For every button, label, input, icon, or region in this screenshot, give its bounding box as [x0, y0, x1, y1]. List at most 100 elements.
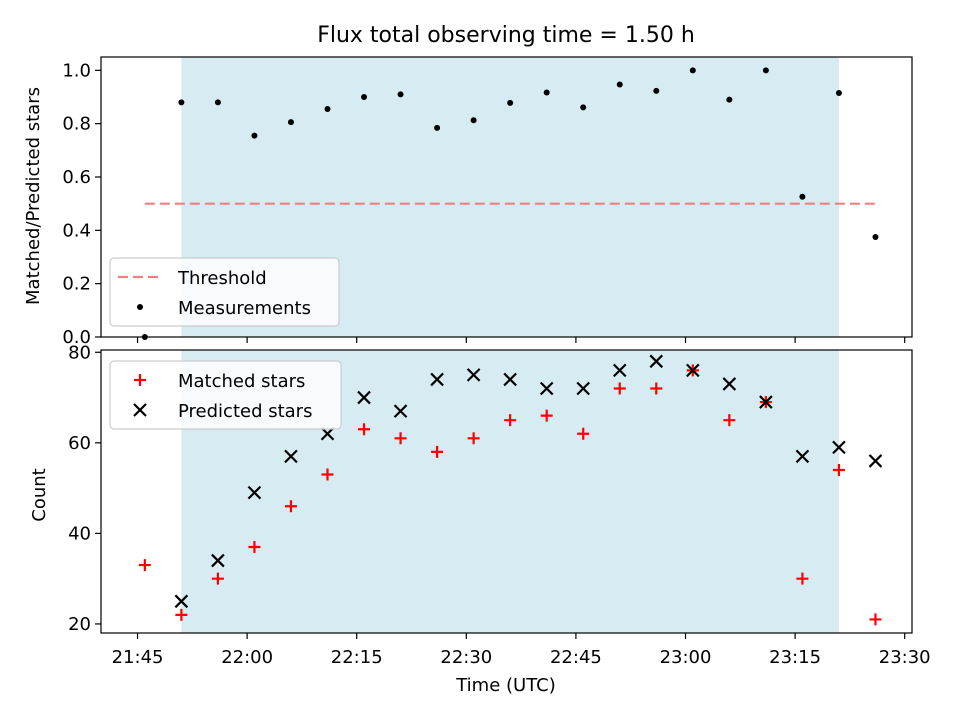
measurement-point [361, 94, 368, 100]
measurement-point [507, 99, 514, 106]
predicted-stars-point [832, 440, 846, 455]
x-tick-label: 23:00 [660, 647, 712, 668]
matched-stars-point [540, 409, 553, 422]
legend-label: Threshold [177, 268, 267, 289]
measurement-point [251, 132, 258, 139]
legend-label: Measurements [178, 298, 311, 319]
predicted-stars-point [357, 390, 371, 405]
predicted-stars-point [284, 449, 298, 464]
matched-stars-point [321, 468, 334, 481]
predicted-stars-point [466, 368, 481, 382]
x-tick-label: 22:15 [331, 647, 383, 668]
legend-predicted-handle [133, 403, 147, 417]
top-y-tick-label: 0.8 [62, 114, 91, 135]
matched-stars-point [577, 427, 590, 440]
chart-title: Flux total observing time = 1.50 h [317, 23, 695, 48]
top-y-tick-label: 0.4 [62, 220, 91, 241]
bottom-axes-frame [100, 349, 913, 634]
measurement-point [178, 99, 185, 106]
predicted-stars-point [503, 372, 517, 387]
predicted-stars-point [795, 449, 810, 464]
bottom-y-tick-label: 20 [68, 614, 91, 635]
matched-stars-point [650, 382, 663, 395]
predicted-stars-point [539, 381, 554, 396]
legend-matched-handle [134, 374, 146, 386]
legend-measurements-handle [137, 304, 143, 310]
top-panel: 0.0 0.2 0.4 0.6 0.8 1.0 Threshold Measurements [62, 56, 913, 348]
x-tick-label: 21:45 [112, 647, 164, 668]
matched-stars-point [211, 572, 224, 585]
matched-stars-point [431, 445, 444, 458]
predicted-stars-point [759, 395, 773, 409]
measurement-point [616, 81, 623, 88]
measurement-point [397, 91, 404, 98]
measurement-point [214, 99, 221, 106]
top-y-axis-label: Matched/Predicted stars [23, 87, 44, 305]
top-axes-frame [100, 56, 913, 338]
matched-stars-point [613, 382, 626, 395]
matched-stars-point [284, 500, 297, 513]
predicted-stars-point [576, 381, 590, 396]
bottom-y-tick-label: 40 [68, 523, 91, 544]
x-tick-label: 23:15 [769, 647, 821, 668]
matched-stars-point [467, 432, 480, 445]
predicted-stars-point [174, 594, 189, 609]
bottom-panel: 20 40 60 80 21:45 22:00 22:15 22:30 22:45 23:00 23… [68, 342, 931, 668]
matched-stars-point [796, 572, 809, 585]
matched-stars-point [358, 423, 371, 436]
bottom-series-1 [138, 364, 882, 626]
top-series-1 [141, 67, 879, 340]
measurement-point [799, 193, 806, 200]
matched-stars-point [175, 608, 188, 621]
measurement-point [762, 67, 769, 74]
measurement-point [835, 90, 842, 96]
matched-stars-point [723, 414, 736, 427]
measurement-point [726, 96, 733, 103]
measurement-point [324, 106, 331, 112]
measurement-point [470, 117, 477, 124]
bottom-y-tick-label: 80 [68, 342, 91, 363]
bottom-series-2 [174, 354, 883, 609]
x-axis-label: Time (UTC) [455, 675, 556, 696]
top-y-tick-label: 0.0 [62, 327, 91, 348]
matched-stars-point [832, 463, 845, 476]
predicted-stars-point [247, 485, 262, 500]
matched-stars-point [869, 613, 882, 626]
bottom-y-tick-label: 60 [68, 433, 91, 454]
top-y-tick-label: 1.0 [62, 60, 91, 81]
predicted-stars-point [649, 354, 664, 369]
predicted-stars-point [686, 363, 700, 378]
measurement-point [543, 89, 550, 96]
predicted-stars-point [868, 454, 883, 468]
matched-stars-point [138, 559, 151, 572]
matched-stars-point [504, 414, 517, 427]
predicted-stars-point [211, 553, 225, 568]
predicted-stars-point [430, 372, 444, 387]
predicted-stars-point [612, 363, 627, 378]
measurement-point [434, 124, 441, 131]
legend-box [109, 257, 340, 327]
measurement-point [872, 234, 879, 240]
matched-stars-point [394, 432, 407, 445]
measurement-point [653, 87, 660, 94]
predicted-stars-point [393, 404, 408, 418]
measurement-point [287, 119, 294, 126]
legend-box [109, 360, 342, 430]
legend-label: Matched stars [178, 371, 305, 392]
x-tick-label: 22:30 [440, 647, 492, 668]
bottom-y-axis-label: Count [29, 468, 50, 521]
top-y-tick-label: 0.6 [62, 167, 91, 188]
bottom-legend: Matched stars Predicted stars [109, 360, 342, 430]
measurement-point [689, 67, 696, 74]
measurement-point [580, 104, 587, 111]
top-legend: Threshold Measurements [109, 257, 340, 327]
predicted-stars-point [722, 377, 737, 391]
x-tick-label: 22:00 [221, 647, 273, 668]
matched-stars-point [248, 540, 261, 553]
predicted-stars-point [320, 426, 335, 441]
legend-label: Predicted stars [178, 401, 312, 422]
x-tick-label: 22:45 [550, 647, 602, 668]
top-y-tick-label: 0.2 [62, 274, 91, 295]
x-tick-label: 23:30 [879, 647, 931, 668]
